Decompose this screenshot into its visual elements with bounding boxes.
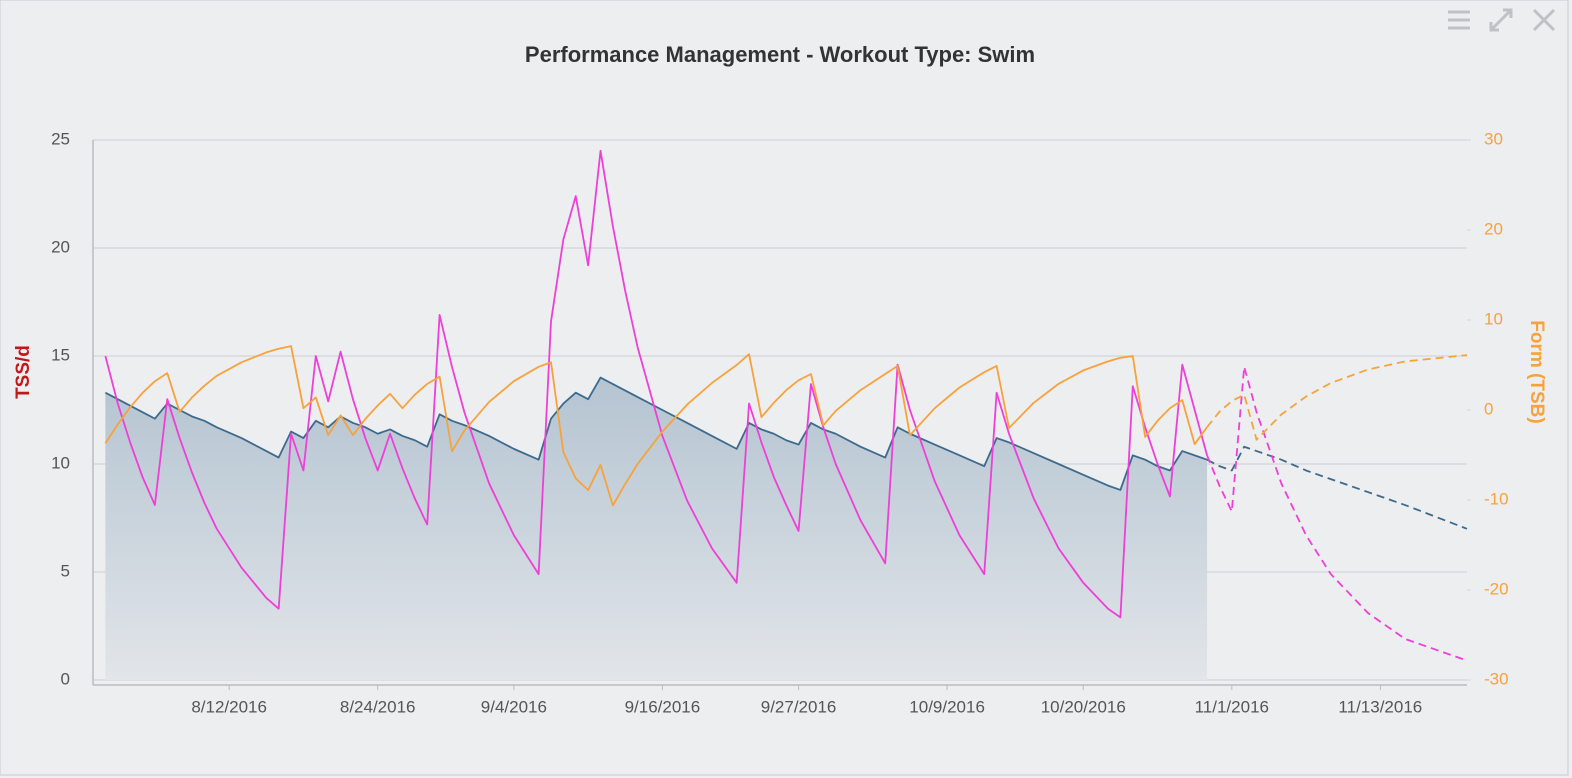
x-tick-label: 9/4/2016 xyxy=(481,697,547,716)
plot xyxy=(104,149,1468,680)
area xyxy=(105,377,1208,680)
y2-tick-label: 20 xyxy=(1484,219,1503,238)
y-tick-label: 15 xyxy=(51,345,70,364)
x-tick-label: 8/12/2016 xyxy=(191,697,267,716)
chart-title: Performance Management - Workout Type: S… xyxy=(525,42,1035,67)
x-tick-label: 9/27/2016 xyxy=(761,697,837,716)
x-tick-label: 9/16/2016 xyxy=(625,697,701,716)
y2-tick-label: -20 xyxy=(1484,579,1509,598)
x-tick-label: 10/20/2016 xyxy=(1041,697,1126,716)
x-tick-label: 10/9/2016 xyxy=(909,697,985,716)
y2-tick-label: -30 xyxy=(1484,669,1509,688)
y2-tick-label: -10 xyxy=(1484,489,1509,508)
y-axis-title: TSS/d xyxy=(13,345,34,399)
y-tick-label: 0 xyxy=(61,669,70,688)
series-line xyxy=(1206,365,1468,662)
x-tick-label: 11/13/2016 xyxy=(1338,697,1422,716)
y2-tick-label: 0 xyxy=(1484,399,1493,418)
y-tick-label: 20 xyxy=(51,237,70,256)
y2-tick-label: 10 xyxy=(1484,309,1503,328)
y2-axis-title: Form (TSB) xyxy=(1526,320,1547,423)
x-tick-label: 11/1/2016 xyxy=(1195,697,1269,716)
labels: 0 5 10 15 20 25 -30 -20 -10 0 10 20 30 8/12/2016 8/24/… xyxy=(51,129,1509,716)
y-tick-label: 10 xyxy=(51,453,70,472)
expand-icon[interactable] xyxy=(1489,8,1513,32)
y-tick-label: 5 xyxy=(61,561,70,580)
menu-icon[interactable] xyxy=(1448,10,1470,30)
y2-tick-label: 30 xyxy=(1484,129,1503,148)
y-tick-label: 25 xyxy=(51,129,70,148)
series-line xyxy=(104,345,1208,507)
series-line xyxy=(104,149,1208,619)
axes xyxy=(92,140,1467,686)
series-line xyxy=(1206,445,1468,530)
series-line xyxy=(1206,354,1468,441)
x-tick-label: 8/24/2016 xyxy=(340,697,416,716)
close-icon[interactable] xyxy=(1532,8,1556,32)
